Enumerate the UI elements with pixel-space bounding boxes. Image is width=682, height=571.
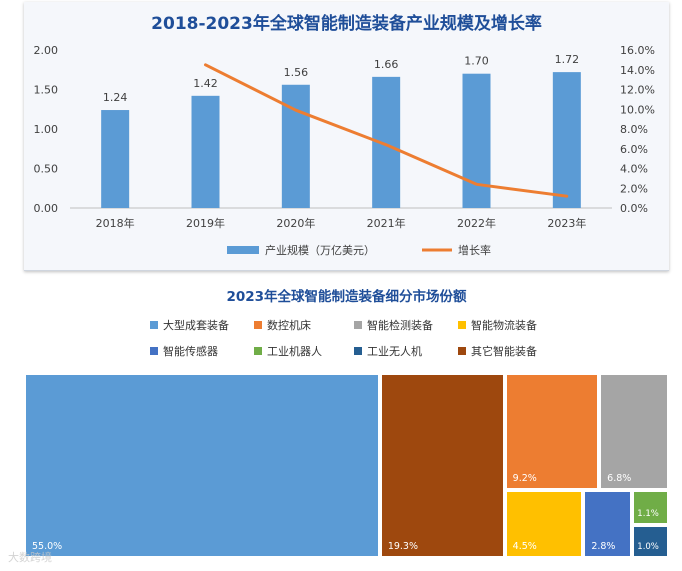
growth-rate-line [204,63,569,198]
legend-label-line: 增长率 [458,243,491,257]
legend-label: 智能物流装备 [471,319,537,332]
treemap-cell-label: 2.8% [591,540,616,552]
bar [101,110,130,208]
treemap-cell: 1.1% [632,489,669,526]
watermark: 大数跨境 [8,551,52,564]
treemap-cell: 2.8% [583,489,633,558]
x-axis-tick-label: 2019年 [186,216,225,230]
treemap-cell-label: 1.0% [637,541,659,552]
x-axis-tick-label: 2020年 [276,216,315,230]
right-axis-tick-label: 8.0% [620,123,648,136]
treemap-cell: 55.0% [24,373,380,558]
x-axis-tick-label: 2018年 [96,216,135,230]
bar-data-label: 1.72 [555,53,580,66]
legend-label-bar: 产业规模（万亿美元） [265,243,375,257]
bar [191,95,220,208]
bar [462,73,491,208]
treemap-cell-label: 6.8% [607,472,632,484]
treemap-cell-label: 9.2% [512,472,537,484]
legend-label: 工业无人机 [367,345,422,358]
treemap-legend-item: 工业无人机 [354,343,422,359]
legend-swatch [254,347,262,355]
treemap-cell-label: 4.5% [512,540,537,552]
treemap-cell-label: 55.0% [32,541,63,552]
treemap: 55.0% 19.3% 9.2% 6.8% 4.5% 2.8% 1.1% 1.0% [24,373,669,558]
x-axis-tick-label: 2022年 [457,216,496,230]
legend-label: 工业机器人 [267,345,322,358]
treemap-legend-item: 数控机床 [254,317,311,333]
left-axis-tick-label: 0.00 [34,202,59,215]
right-axis-tick-label: 12.0% [620,84,655,97]
legend-swatch [254,321,262,329]
bar-data-label: 1.24 [103,91,128,104]
left-axis-tick-label: 1.00 [34,123,59,136]
legend-label: 智能检测装备 [367,319,433,332]
treemap-cell: 9.2% [504,373,600,490]
treemap-cell: 1.0% [632,525,669,558]
legend-label: 数控机床 [267,319,311,332]
treemap-legend-item: 其它智能装备 [458,343,537,359]
left-axis-tick-label: 0.50 [34,163,59,176]
legend-swatch [150,347,158,355]
legend-swatch [458,321,466,329]
chart-title: 2018-2023年全球智能制造装备产业规模及增长率 [151,14,542,34]
legend-swatch [354,321,362,329]
legend-swatch-bar [227,246,259,254]
legend-swatch [354,347,362,355]
treemap-cell: 19.3% [379,373,505,558]
treemap-cell: 6.8% [599,373,669,490]
legend-swatch [458,347,466,355]
legend-swatch [150,321,158,329]
treemap-legend-item: 工业机器人 [254,343,322,359]
treemap-legend-item: 智能检测装备 [354,317,433,333]
treemap-cell-label: 19.3% [387,541,418,552]
right-axis-tick-label: 2.0% [620,182,648,195]
legend-label: 其它智能装备 [471,345,537,358]
left-axis-tick-label: 1.50 [34,84,59,97]
right-axis-tick-label: 0.0% [620,202,648,215]
treemap-legend-item: 大型成套装备 [150,317,229,333]
treemap-cell: 4.5% [504,489,584,558]
bar-data-label: 1.70 [464,55,489,68]
treemap-legend-item: 智能传感器 [150,343,218,359]
treemap-legend-item: 智能物流装备 [458,317,537,333]
x-axis-tick-label: 2021年 [367,216,406,230]
bar [281,84,310,208]
chart-panel-bar-line: 2018-2023年全球智能制造装备产业规模及增长率 0.00 0.50 1.00 1… [24,2,669,271]
right-axis-tick-label: 10.0% [620,103,655,116]
left-axis-tick-label: 2.00 [34,44,59,57]
bar-data-label: 1.56 [284,66,309,79]
right-axis-tick-label: 14.0% [620,64,655,77]
bar-data-label: 1.42 [193,77,218,90]
right-axis-tick-label: 6.0% [620,143,648,156]
legend-label: 大型成套装备 [163,319,229,332]
chart-panel-treemap: 2023年全球智能制造装备细分市场份额 大型成套装备 数控机床 智能检测装备 智能物流… [24,279,669,569]
right-axis-tick-label: 4.0% [620,163,648,176]
treemap-cell-label: 1.1% [637,509,659,520]
combo-chart-svg: 0.00 0.50 1.00 1.50 2.00 0.0% 2.0% 4.0% 6.0% 8.0%… [34,44,655,257]
legend-label: 智能传感器 [163,345,218,358]
treemap-title: 2023年全球智能制造装备细分市场份额 [226,289,467,305]
right-axis-tick-label: 16.0% [620,44,655,57]
bar [552,72,581,209]
bar-data-label: 1.66 [374,58,399,71]
x-axis-tick-label: 2023年 [547,216,586,230]
